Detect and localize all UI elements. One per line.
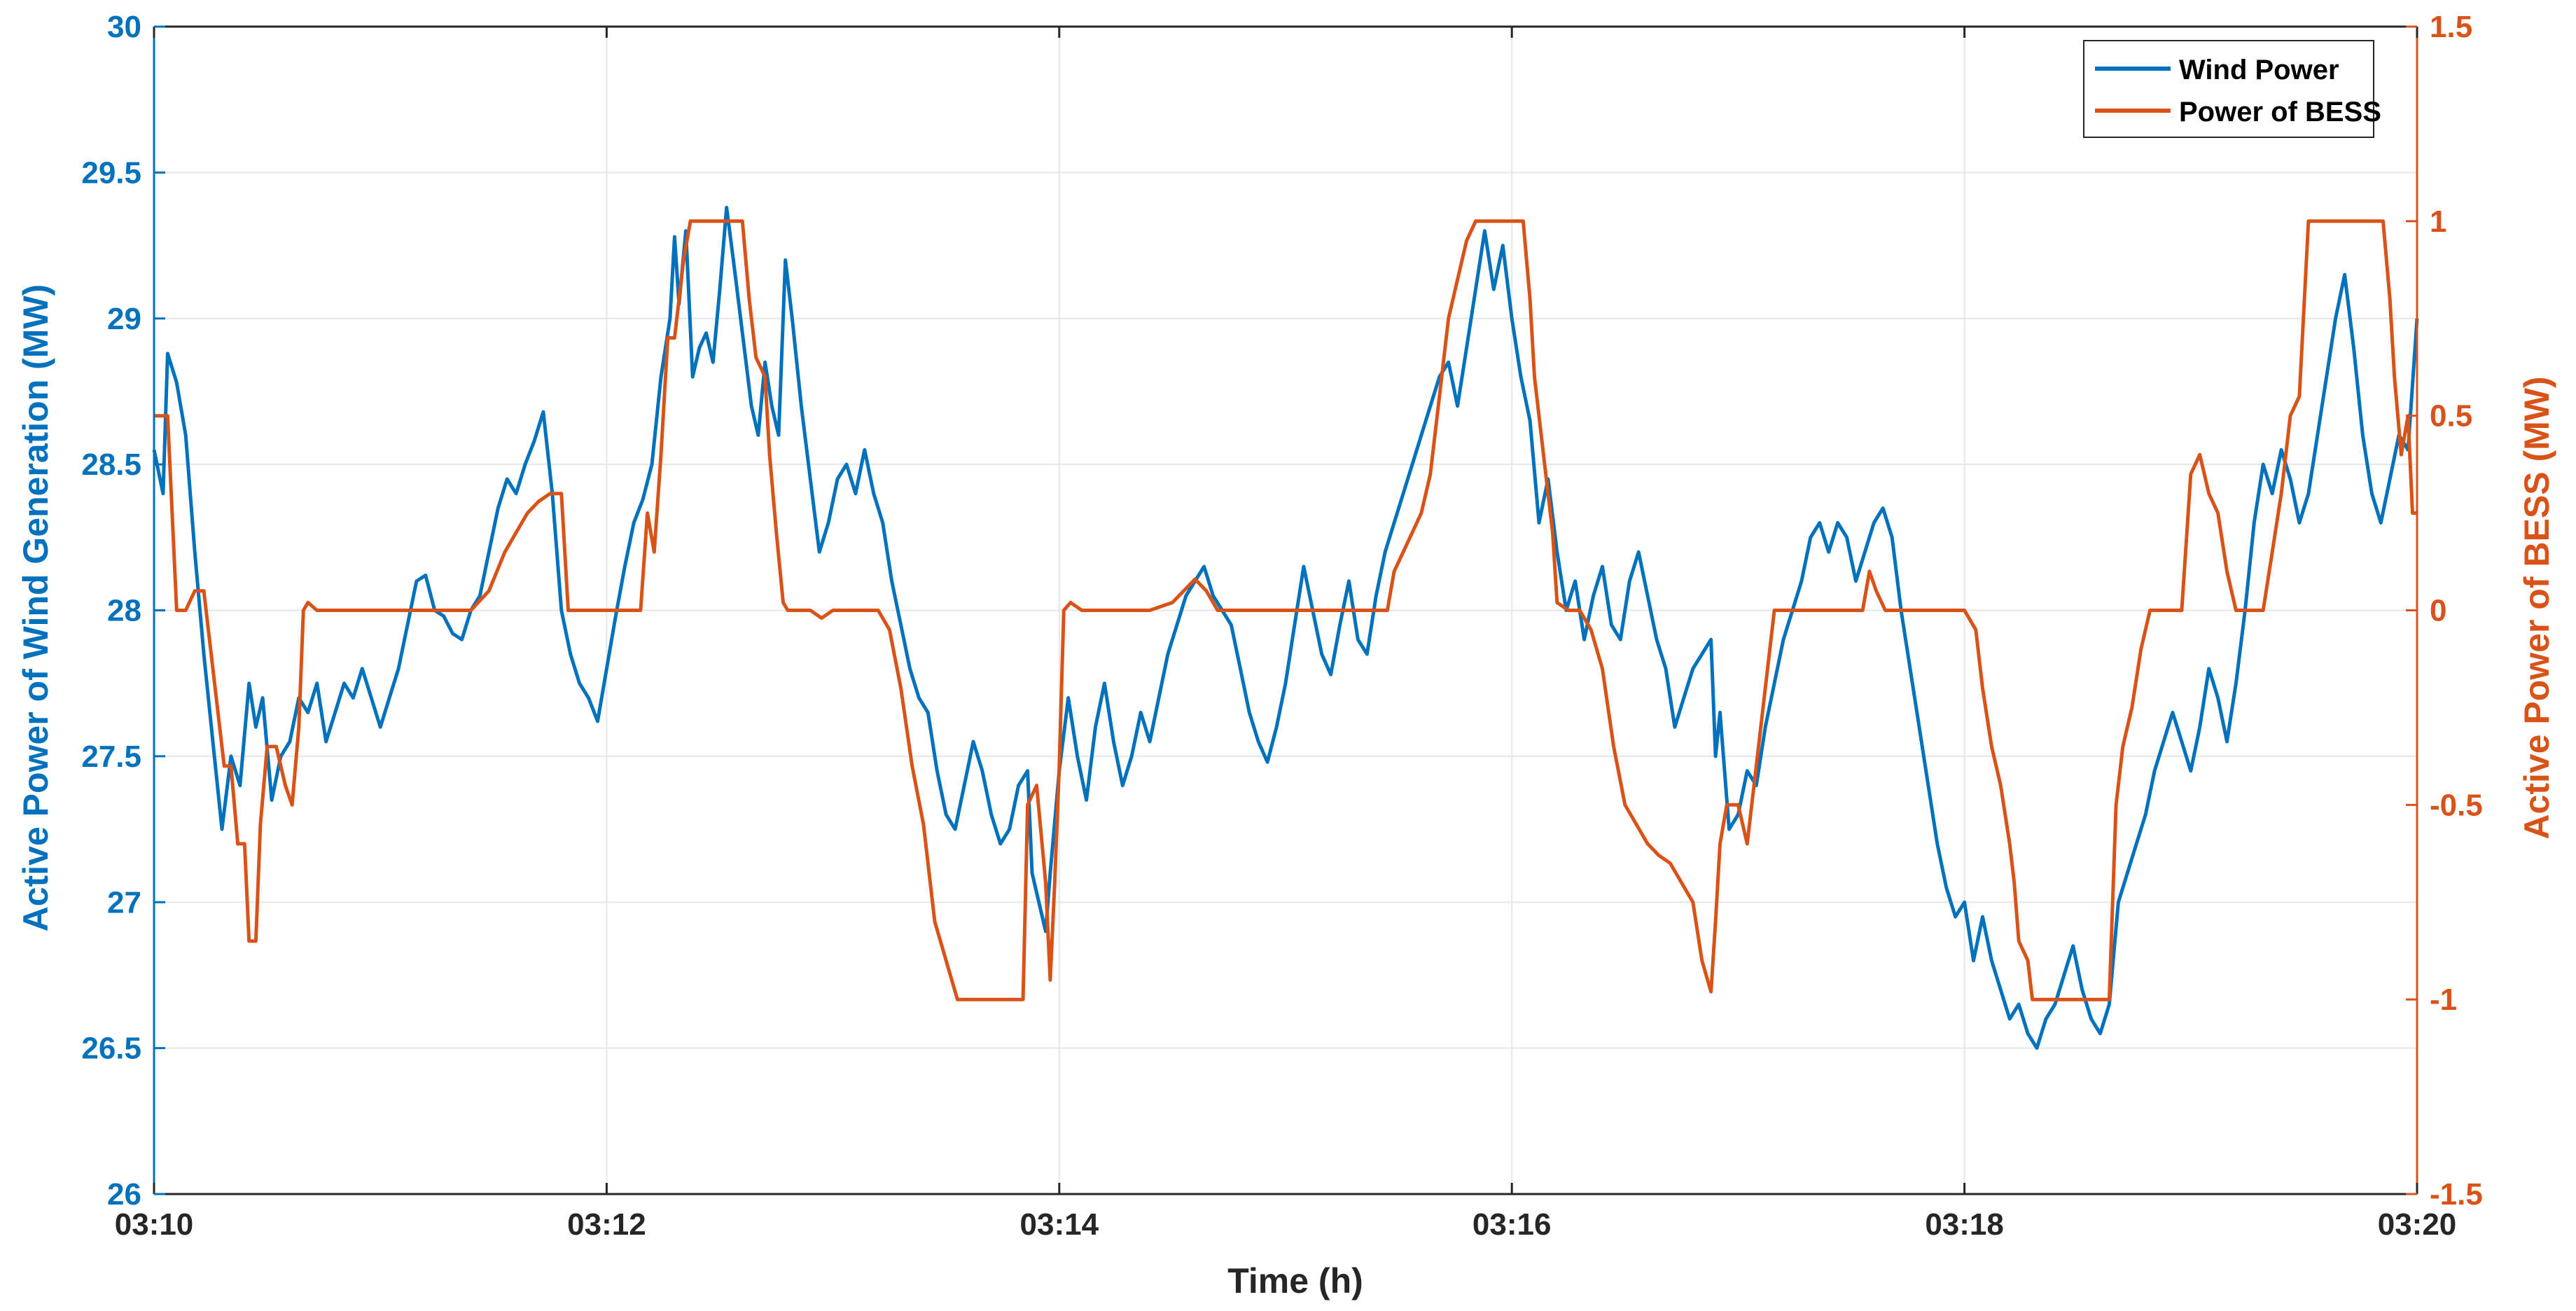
y-left-tick-label: 26 xyxy=(107,1177,141,1212)
y-right-tick-label: -1.5 xyxy=(2430,1177,2483,1212)
y-right-tick-label: 0 xyxy=(2430,594,2446,628)
y-left-tick-label: 29.5 xyxy=(81,155,141,190)
y-left-tick-label: 30 xyxy=(107,10,141,44)
x-tick-label: 03:18 xyxy=(1925,1207,2004,1242)
x-tick-label: 03:12 xyxy=(567,1207,646,1242)
legend: Wind Power Power of BESS xyxy=(2083,40,2381,138)
y-left-tick-label: 28.5 xyxy=(81,448,141,482)
bess-power-line xyxy=(154,219,2417,1001)
y-right-tick-label: -0.5 xyxy=(2430,788,2483,822)
legend-box xyxy=(2083,40,2374,138)
y-left-tick-label: 26.5 xyxy=(81,1032,141,1066)
ticks: 03:10 03:12 03:14 03:16 03:18 03:20 26 26.5 27 27… xyxy=(81,10,2482,1242)
x-tick-label: 03:10 xyxy=(115,1207,194,1242)
x-tick-label: 03:16 xyxy=(1473,1207,1552,1242)
y-left-tick-label: 29 xyxy=(107,302,141,336)
y-right-tick-label: 1 xyxy=(2430,204,2446,239)
wind-power-line xyxy=(152,205,2419,1050)
y-right-tick-label: 1.5 xyxy=(2430,10,2472,44)
legend-label-bess: Power of BESS xyxy=(2179,97,2381,127)
y-axis-right-title: Active Power of BESS (MW) xyxy=(2517,376,2556,839)
legend-label-wind: Wind Power xyxy=(2179,55,2339,85)
series-layer xyxy=(152,205,2419,1050)
x-tick-label: 03:20 xyxy=(2378,1207,2457,1242)
y-right-tick-label: -1 xyxy=(2430,983,2457,1017)
x-tick-label: 03:14 xyxy=(1020,1207,1099,1242)
y-left-tick-label: 28 xyxy=(107,594,141,628)
y-axis-left-title: Active Power of Wind Generation (MW) xyxy=(16,284,55,932)
y-right-tick-label: 0.5 xyxy=(2430,399,2472,433)
x-axis-title: Time (h) xyxy=(1227,1261,1363,1300)
y-left-tick-label: 27 xyxy=(107,885,141,920)
y-left-tick-label: 27.5 xyxy=(81,740,141,774)
